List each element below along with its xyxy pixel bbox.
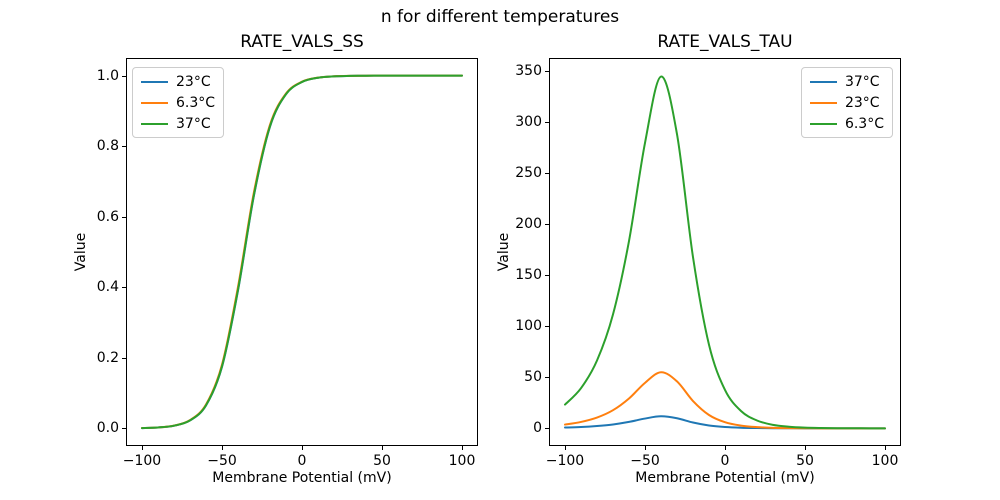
y-tick-label: 250 [515, 165, 542, 182]
legend-item: 23°C [141, 71, 215, 92]
legend-line-sample [809, 80, 837, 83]
axes-title-rate-vals-tau: RATE_VALS_TAU [657, 32, 793, 52]
legend-item-label: 23°C [844, 94, 880, 111]
x-tick-label: 100 [871, 453, 899, 469]
y-tick-label: 0.6 [96, 208, 119, 225]
legend-line-sample [141, 80, 168, 83]
legend-item: 37°C [809, 71, 884, 92]
y-tick-label: 0.8 [96, 138, 119, 155]
legend-item-label: 6.3°C [176, 94, 216, 111]
legend: 37°C 23°C 6.3°C [800, 67, 893, 138]
x-tick-label: 50 [796, 453, 814, 469]
y-axis-label-tau: Value [496, 232, 512, 272]
x-axis-label-tau: Membrane Potential (mV) [635, 470, 815, 486]
y-tick-label: 350 [515, 63, 542, 80]
legend: 23°C 6.3°C 37°C [132, 67, 225, 138]
x-axis-label-ss: Membrane Potential (mV) [212, 470, 392, 486]
y-tick-label: 0.4 [96, 279, 119, 296]
y-tick-label: 1.0 [96, 67, 119, 84]
y-tick-label: 200 [515, 216, 542, 233]
series-line-37c [141, 74, 463, 430]
series-line-6.3c [564, 75, 886, 430]
series-line-23c [564, 371, 886, 430]
y-tick-label: 100 [515, 318, 542, 335]
y-tick-label: 0.0 [96, 420, 119, 437]
x-tick-label: −50 [207, 453, 237, 469]
x-tick-label: −100 [122, 453, 162, 469]
legend-item: 6.3°C [141, 92, 215, 113]
figure-suptitle: n for different temperatures [380, 7, 620, 27]
legend-item: 23°C [809, 92, 884, 113]
y-tick-label: 0 [533, 420, 542, 437]
axes-frame [549, 58, 901, 446]
legend-item-label: 37°C [844, 73, 880, 90]
y-tick-label: 300 [515, 114, 542, 131]
y-tick-label: 150 [515, 267, 542, 284]
legend-item-label: 37°C [176, 115, 211, 132]
legend-line-sample [141, 122, 168, 125]
legend-line-sample [141, 101, 168, 104]
legend-item-label: 23°C [176, 73, 211, 90]
axes-frame [126, 58, 478, 446]
y-tick-label: 50 [524, 369, 542, 386]
legend-item: 37°C [141, 113, 215, 134]
x-tick-label: 50 [373, 453, 391, 469]
legend-item-label: 6.3°C [844, 115, 884, 132]
legend-item: 6.3°C [809, 113, 884, 134]
x-tick-label: 0 [297, 453, 307, 469]
legend-line-sample [809, 122, 837, 125]
x-tick-label: −50 [630, 453, 660, 469]
axes-title-rate-vals-ss: RATE_VALS_SS [240, 32, 364, 52]
x-tick-label: 0 [720, 453, 730, 469]
x-tick-label: −100 [545, 453, 585, 469]
y-tick-label: 0.2 [96, 349, 119, 366]
y-axis-label-ss: Value [73, 232, 89, 272]
x-tick-label: 100 [448, 453, 476, 469]
legend-line-sample [809, 101, 837, 104]
